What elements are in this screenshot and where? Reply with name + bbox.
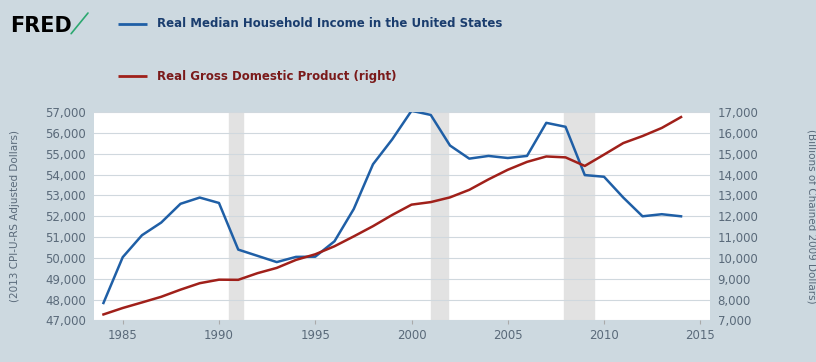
Text: FRED: FRED (10, 16, 72, 36)
Text: Real Gross Domestic Product (right): Real Gross Domestic Product (right) (157, 70, 397, 83)
Text: Real Median Household Income in the United States: Real Median Household Income in the Unit… (157, 17, 502, 30)
Bar (431, 112, 449, 320)
Bar (228, 112, 243, 320)
Bar (564, 112, 594, 320)
Text: (2013 CPI-U-RS Adjusted Dollars): (2013 CPI-U-RS Adjusted Dollars) (10, 130, 20, 302)
Text: (Billions of Chained 2009 Dollars): (Billions of Chained 2009 Dollars) (807, 129, 816, 304)
